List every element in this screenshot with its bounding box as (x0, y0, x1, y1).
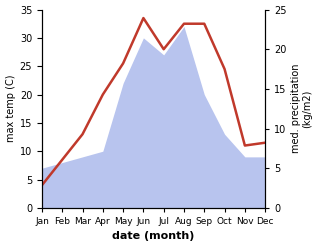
Y-axis label: max temp (C): max temp (C) (5, 75, 16, 143)
X-axis label: date (month): date (month) (112, 231, 195, 242)
Y-axis label: med. precipitation
(kg/m2): med. precipitation (kg/m2) (291, 64, 313, 153)
